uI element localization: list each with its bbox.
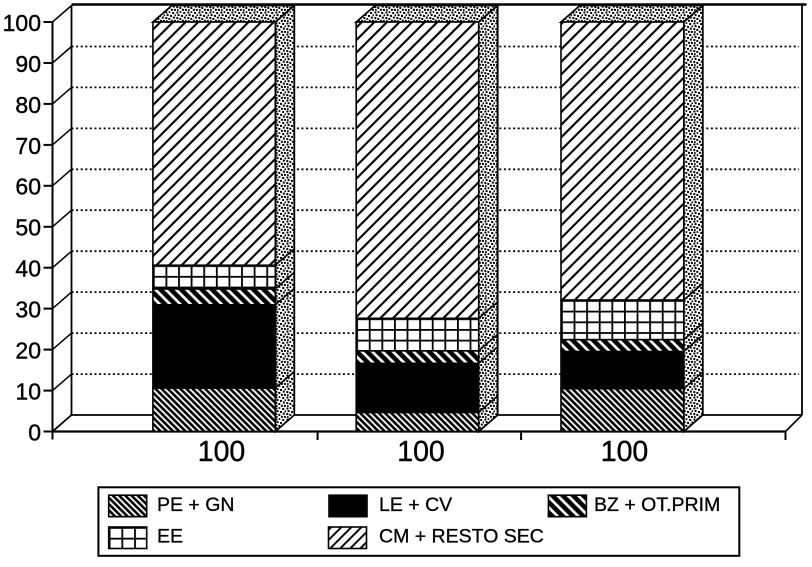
svg-text:CM + RESTO SEC: CM + RESTO SEC — [379, 526, 544, 548]
svg-text:70: 70 — [15, 133, 41, 159]
svg-text:LE + CV: LE + CV — [379, 494, 452, 516]
svg-text:10: 10 — [15, 378, 41, 404]
svg-text:80: 80 — [15, 92, 41, 118]
svg-text:0: 0 — [28, 419, 41, 445]
svg-text:PE + GN: PE + GN — [157, 494, 235, 516]
svg-text:100: 100 — [3, 10, 41, 36]
svg-text:100: 100 — [601, 436, 649, 468]
svg-text:100: 100 — [198, 436, 246, 468]
svg-text:50: 50 — [15, 215, 41, 241]
svg-text:20: 20 — [15, 338, 41, 364]
svg-text:60: 60 — [15, 174, 41, 200]
svg-text:40: 40 — [15, 256, 41, 282]
svg-text:BZ + OT.PRIM: BZ + OT.PRIM — [594, 494, 720, 516]
svg-text:90: 90 — [15, 51, 41, 77]
svg-text:30: 30 — [15, 297, 41, 323]
svg-text:EE: EE — [157, 526, 183, 548]
svg-text:100: 100 — [397, 436, 445, 468]
